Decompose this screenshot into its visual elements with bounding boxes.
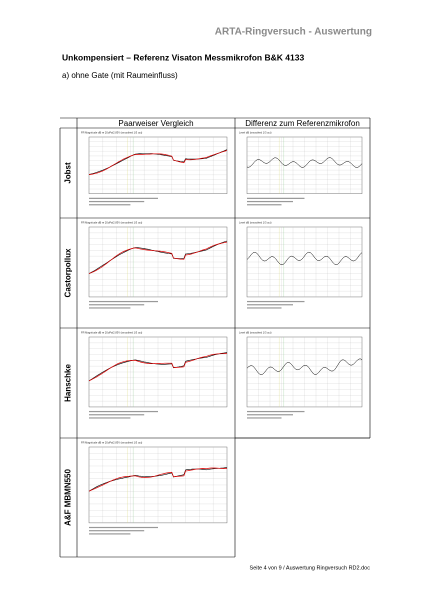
column-header: Paarweiser Vergleich xyxy=(118,119,193,128)
curve-compare xyxy=(88,150,228,175)
curve-compare xyxy=(88,353,227,382)
caption-line xyxy=(89,307,131,309)
caption-line xyxy=(247,417,282,419)
curve-difference xyxy=(246,251,363,266)
panel-title: FR Magnitude dB re 20uPa/2.83V (smoothed… xyxy=(81,221,142,225)
caption-line xyxy=(247,304,293,306)
row-label: Castorpollux xyxy=(64,248,73,297)
curve-compare xyxy=(88,241,228,274)
column-header: Differenz zum Referenzmikrofon xyxy=(245,119,360,128)
panel-title: FR Magnitude dB re 20uPa/2.83V (smoothed… xyxy=(81,441,142,445)
title: Unkompensiert – Referenz Visaton Messmik… xyxy=(62,52,304,62)
caption-line xyxy=(247,300,305,303)
row-label: Jobst xyxy=(64,162,73,184)
row-label: Hanschke xyxy=(64,364,73,402)
caption-line xyxy=(89,530,145,532)
caption-line xyxy=(89,526,158,529)
row-label: A&F MBMN550 xyxy=(64,469,73,526)
header: ARTA-Ringversuch - Auswertung xyxy=(215,27,372,38)
footer: Seite 4 von 9 / Auswertung Ringversuch R… xyxy=(250,565,371,571)
panel-title: Level dB (smoothed 1/3 oct) xyxy=(239,131,272,135)
panel-title: FR Magnitude dB re 20uPa/2.83V (smoothed… xyxy=(81,131,142,135)
panel-title: Level dB (smoothed 1/3 oct) xyxy=(239,221,272,225)
caption-line xyxy=(89,533,131,535)
caption-line xyxy=(247,414,293,416)
caption-line xyxy=(89,197,158,199)
curve-difference xyxy=(246,157,363,168)
panel-title: Level dB (smoothed 1/3 oct) xyxy=(239,331,272,335)
caption-line xyxy=(247,307,282,309)
curve-compare xyxy=(88,467,227,492)
caption-line xyxy=(89,300,158,303)
caption-line xyxy=(89,410,158,413)
caption-line xyxy=(89,417,131,419)
caption-line xyxy=(89,304,145,306)
curve-difference xyxy=(246,358,363,375)
caption-line xyxy=(89,200,145,203)
caption-line xyxy=(247,410,305,413)
caption-line xyxy=(247,204,282,206)
caption-line xyxy=(89,204,131,206)
caption-line xyxy=(247,197,305,199)
caption-line xyxy=(89,414,145,416)
subtitle: a) ohne Gate (mit Raumeinfluss) xyxy=(62,71,178,80)
panel-title: FR Magnitude dB re 20uPa/2.83V (smoothed… xyxy=(81,331,142,335)
caption-line xyxy=(247,200,293,203)
